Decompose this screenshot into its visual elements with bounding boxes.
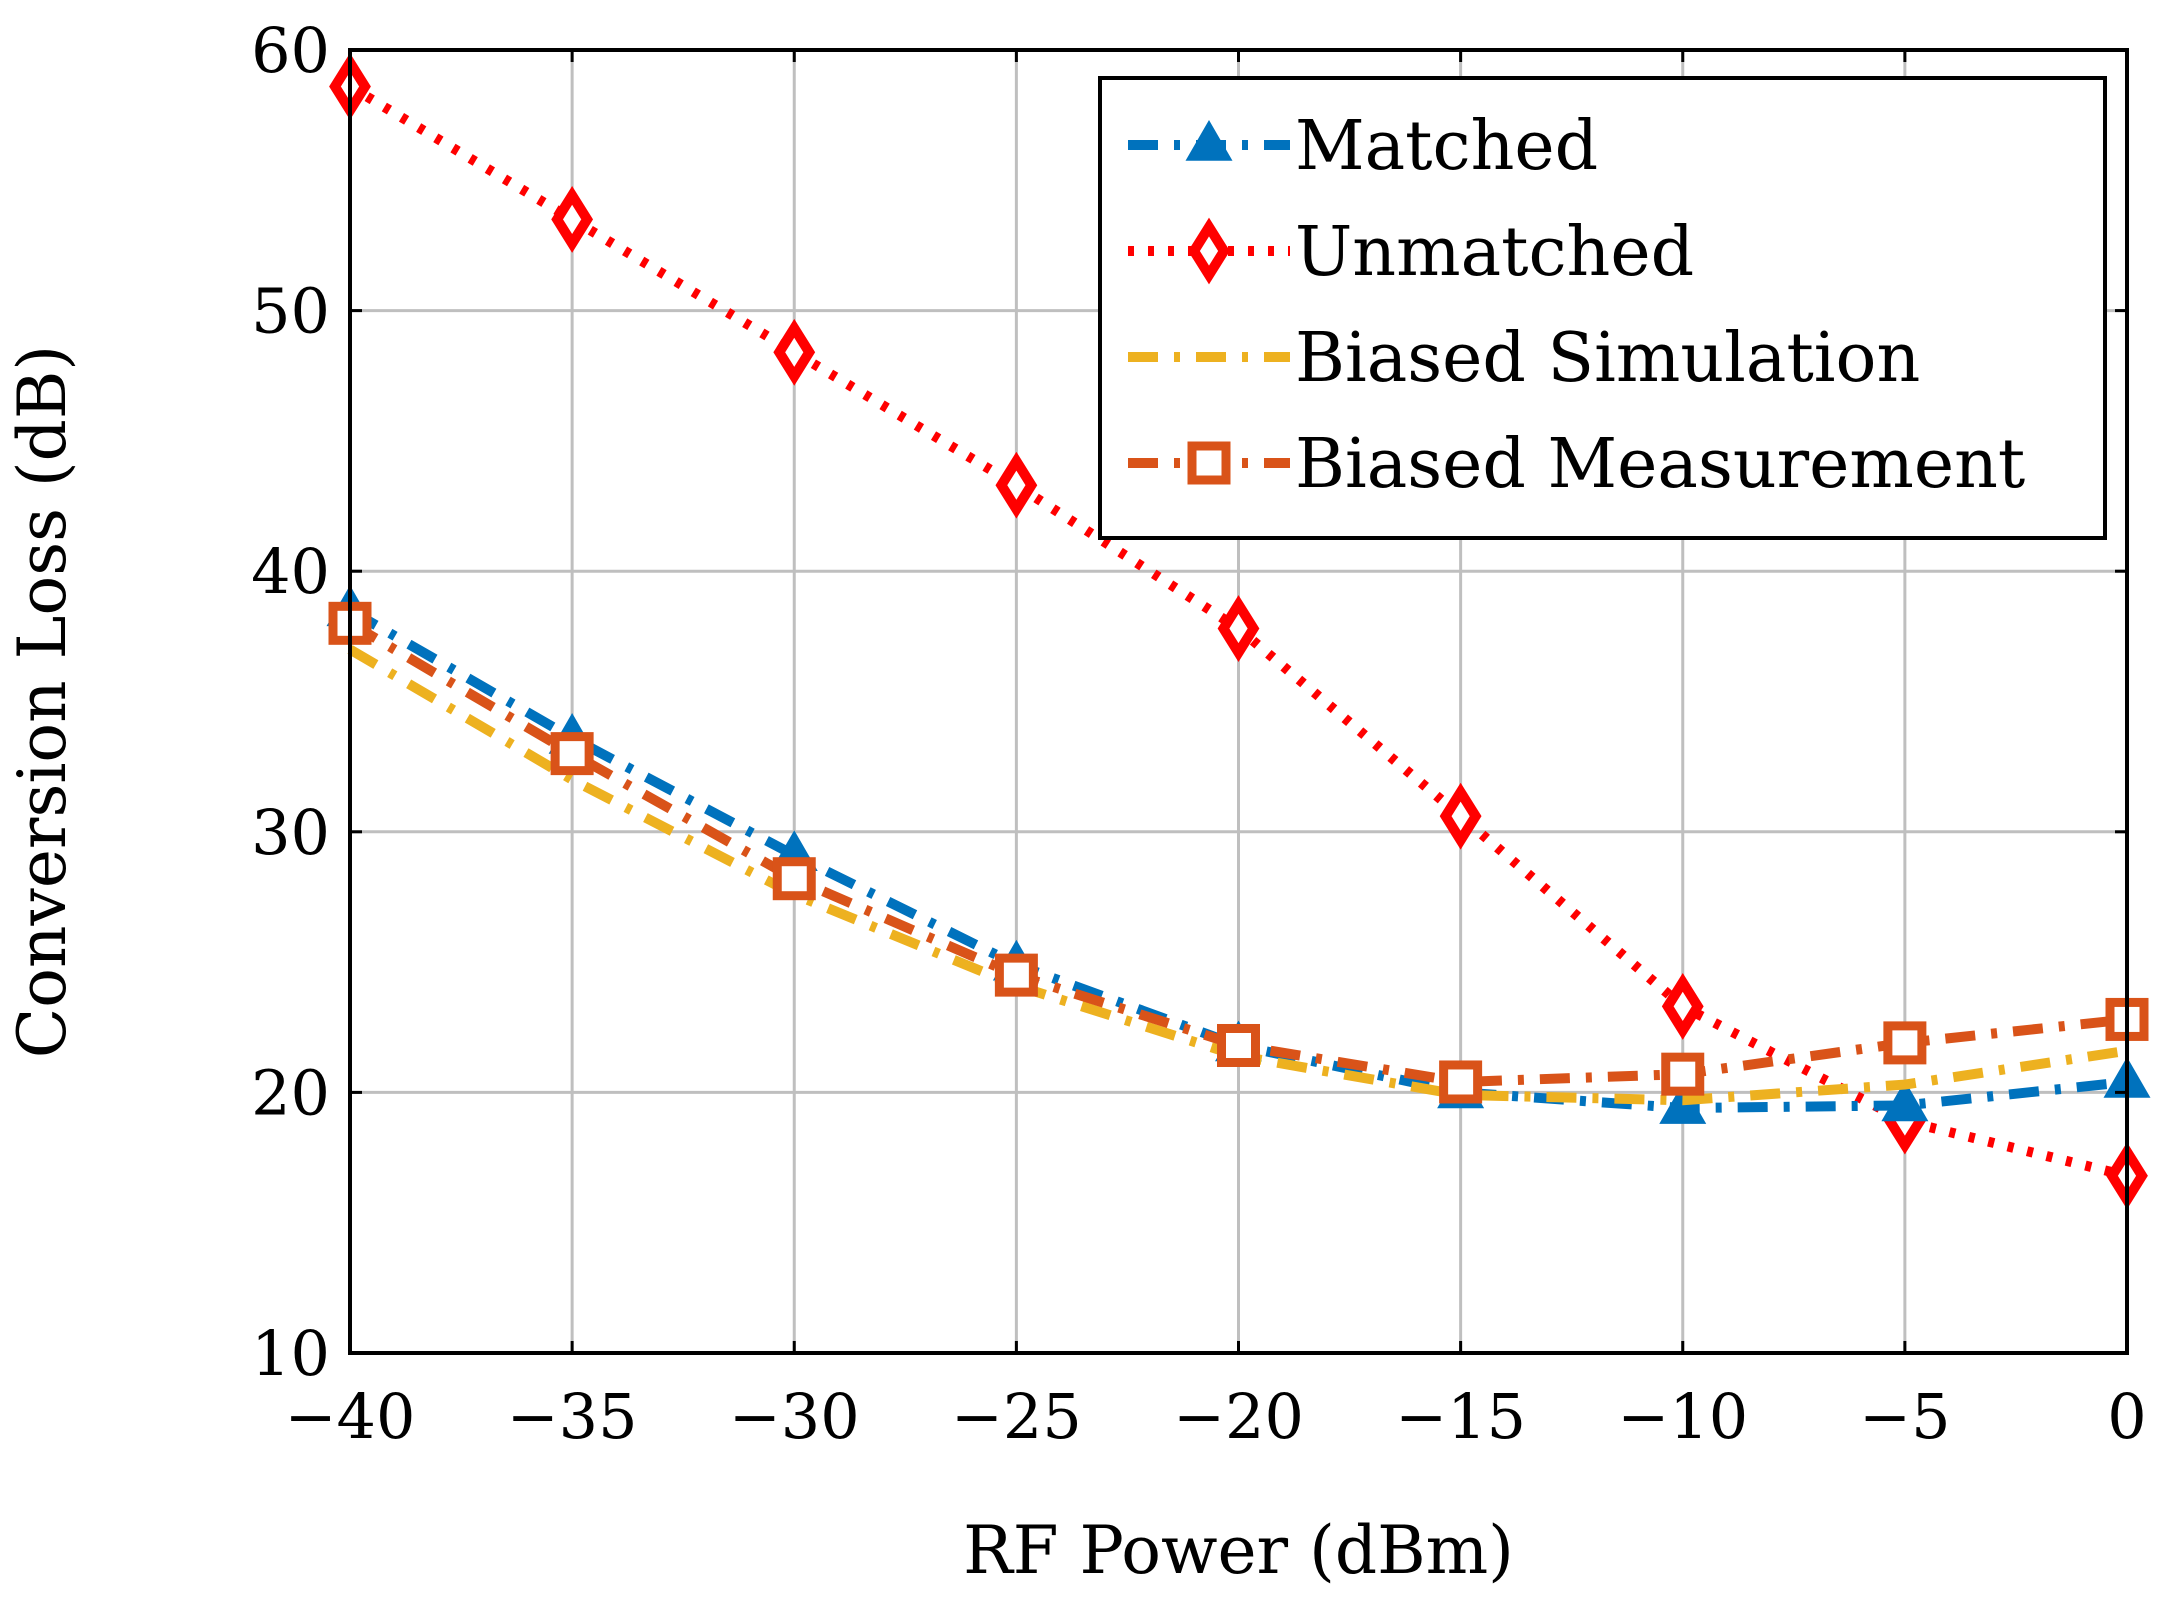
data-point-square (1661, 1052, 1705, 1096)
series-biased-measurement (328, 601, 2149, 1104)
x-tick-label: −5 (1859, 1380, 1950, 1453)
data-point-diamond (773, 318, 816, 386)
data-point-diamond (1661, 972, 1704, 1040)
legend-swatch-marker (1188, 217, 1230, 285)
legend-item: Biased Simulation (1128, 319, 1920, 398)
y-tick-label: 40 (251, 535, 330, 608)
y-tick-label: 20 (251, 1056, 330, 1129)
y-axis-title: Conversion Loss (dB) (4, 345, 81, 1058)
data-point-diamond (551, 185, 594, 253)
legend-swatch-marker (1187, 441, 1231, 485)
data-point-diamond (995, 451, 1038, 519)
x-tick-label: −10 (1617, 1380, 1748, 1453)
y-tick-label: 50 (251, 275, 330, 348)
legend-item: Matched (1128, 107, 1598, 186)
series-unmatched (329, 53, 2148, 1210)
tick-layer: −40 −35 −30 −25 −20 −15 −10 −5 0 10 20 30 40 50 60 (251, 14, 2147, 1453)
legend-label: Matched (1295, 107, 1598, 186)
legend: Matched Unmatched Biased Simulation Biased … (1098, 76, 2107, 540)
x-tick-label: −20 (1173, 1380, 1304, 1453)
series-line (347, 605, 2128, 1114)
series-line (347, 619, 2128, 1087)
x-tick-label: −35 (507, 1380, 638, 1453)
x-tick-label: −15 (1395, 1380, 1526, 1453)
data-point-square (994, 953, 1038, 997)
legend-label: Biased Measurement (1295, 425, 2025, 504)
x-tick-label: −30 (729, 1380, 860, 1453)
y-tick-label: 30 (251, 796, 330, 869)
x-tick-label: −40 (285, 1380, 416, 1453)
data-point-square (1217, 1023, 1260, 1067)
legend-item: Unmatched (1128, 213, 1694, 292)
series-layer (326, 53, 2151, 1210)
data-point-diamond (1439, 782, 1482, 850)
legend-swatch-marker (1185, 119, 1233, 161)
x-tick-label: −25 (951, 1380, 1082, 1453)
data-point-square (1883, 1021, 1927, 1065)
data-point-triangle (1881, 1080, 1929, 1122)
data-point-square (1439, 1060, 1483, 1104)
data-point-square (772, 857, 816, 901)
y-tick-label: 60 (251, 14, 330, 87)
legend-label: Biased Simulation (1295, 319, 1920, 398)
x-axis-title: RF Power (dBm) (963, 1512, 1514, 1589)
y-tick-label: 10 (251, 1317, 330, 1390)
data-point-diamond (1217, 595, 1260, 662)
data-point-square (550, 732, 594, 776)
legend-item: Biased Measurement (1128, 425, 2025, 504)
x-tick-label: 0 (2107, 1380, 2146, 1453)
legend-label: Unmatched (1295, 213, 1694, 292)
